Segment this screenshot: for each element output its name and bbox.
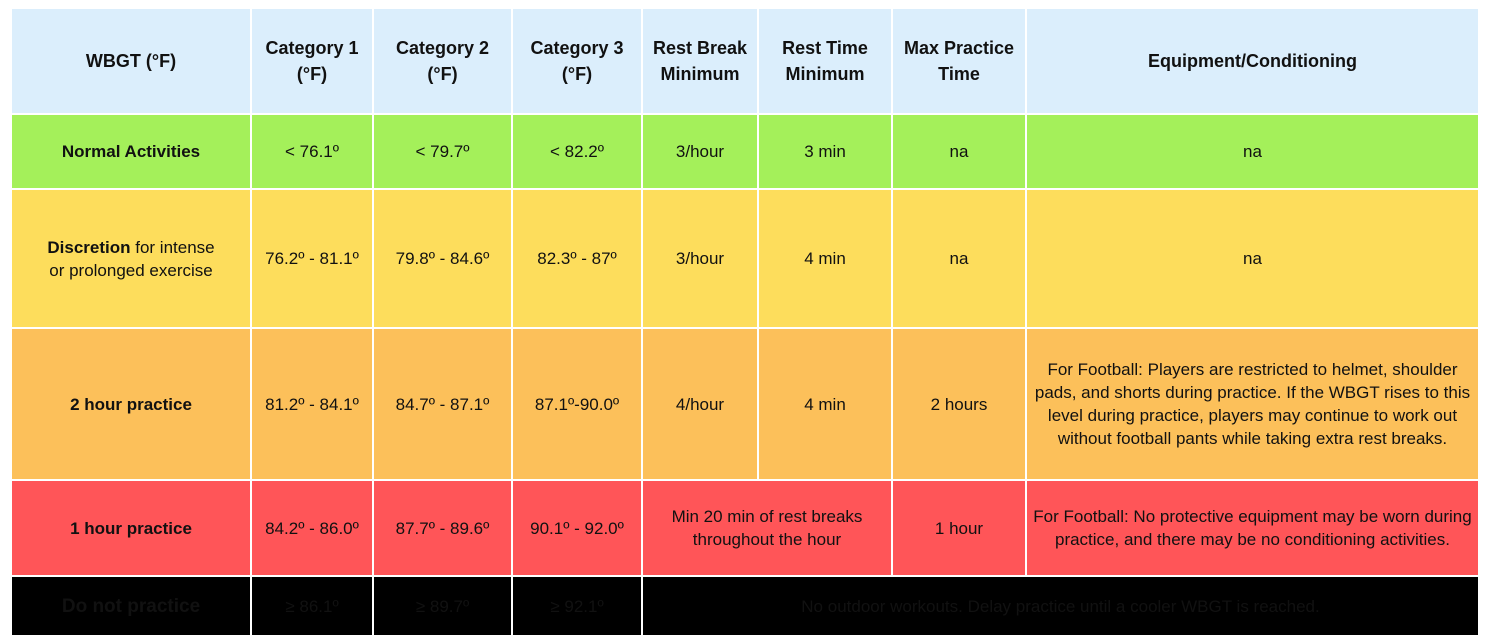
header-category-1: Category 1 (°F): [250, 7, 374, 115]
level-two-hour-practice: 2 hour practice: [10, 327, 252, 481]
header-equipment-conditioning: Equipment/Conditioning: [1025, 7, 1480, 115]
level-one-hour-practice: 1 hour practice: [10, 479, 252, 577]
header-rest-time-minimum: Rest Time Minimum: [757, 7, 893, 115]
cell-max-practice: 1 hour: [891, 479, 1027, 577]
row-two-hour-practice: 2 hour practice 81.2º - 84.1º 84.7º - 87…: [10, 327, 1480, 481]
rest-combined-line-1: Min 20 min of rest breaks: [671, 507, 863, 526]
level-discretion: Discretion for intense or prolonged exerc…: [10, 188, 252, 329]
cell-category-1: 76.2º - 81.1º: [250, 188, 374, 329]
cell-rest-break: 4/hour: [641, 327, 759, 481]
cell-rest-time: 3 min: [757, 113, 893, 190]
cell-category-2: < 79.7º: [372, 113, 513, 190]
header-wbgt: WBGT (°F): [10, 7, 252, 115]
rest-combined-line-2: throughout the hour: [692, 530, 842, 549]
cell-max-practice: 2 hours: [891, 327, 1027, 481]
level-discretion-bold: Discretion: [47, 237, 131, 257]
cell-max-practice: na: [891, 113, 1027, 190]
cell-category-1: 84.2º - 86.0º: [250, 479, 374, 577]
cell-category-2: 84.7º - 87.1º: [372, 327, 513, 481]
level-normal-activities: Normal Activities: [10, 113, 252, 190]
wbgt-guidelines-table: WBGT (°F) Category 1 (°F) Category 2 (°F) …: [10, 7, 1480, 637]
cell-rest-time: 4 min: [757, 327, 893, 481]
row-one-hour-practice: 1 hour practice 84.2º - 86.0º 87.7º - 89…: [10, 479, 1480, 577]
cell-equipment: na: [1025, 113, 1480, 190]
level-do-not-practice: Do not practice: [10, 575, 252, 637]
cell-category-3: 82.3º - 87º: [511, 188, 643, 329]
cell-equipment: na: [1025, 188, 1480, 329]
cell-equipment: For Football: No protective equipment ma…: [1025, 479, 1480, 577]
cell-category-2: ≥ 89.7º: [372, 575, 513, 637]
cell-category-2: 87.7º - 89.6º: [372, 479, 513, 577]
cell-rest-time: 4 min: [757, 188, 893, 329]
cell-category-2: 79.8º - 84.6º: [372, 188, 513, 329]
row-normal-activities: Normal Activities < 76.1º < 79.7º < 82.2…: [10, 113, 1480, 190]
cell-rest-break: 3/hour: [641, 113, 759, 190]
row-do-not-practice: Do not practice ≥ 86.1º ≥ 89.7º ≥ 92.1º …: [10, 575, 1480, 637]
cell-category-1: ≥ 86.1º: [250, 575, 374, 637]
header-category-3: Category 3 (°F): [511, 7, 643, 115]
level-discretion-rest-1: for intense: [130, 237, 215, 257]
header-max-practice-time: Max Practice Time: [891, 7, 1027, 115]
cell-no-outdoor-message: No outdoor workouts. Delay practice unti…: [641, 575, 1480, 637]
cell-max-practice: na: [891, 188, 1027, 329]
header-row: WBGT (°F) Category 1 (°F) Category 2 (°F) …: [10, 7, 1480, 115]
cell-category-3: ≥ 92.1º: [511, 575, 643, 637]
cell-equipment: For Football: Players are restricted to …: [1025, 327, 1480, 481]
header-rest-break-minimum: Rest Break Minimum: [641, 7, 759, 115]
cell-category-1: 81.2º - 84.1º: [250, 327, 374, 481]
cell-category-1: < 76.1º: [250, 113, 374, 190]
cell-category-3: 90.1º - 92.0º: [511, 479, 643, 577]
cell-rest-break: 3/hour: [641, 188, 759, 329]
level-discretion-rest-2: or prolonged exercise: [49, 260, 213, 280]
row-discretion: Discretion for intense or prolonged exerc…: [10, 188, 1480, 329]
cell-rest-combined: Min 20 min of rest breaks throughout the …: [641, 479, 893, 577]
cell-category-3: 87.1º-90.0º: [511, 327, 643, 481]
cell-category-3: < 82.2º: [511, 113, 643, 190]
header-category-2: Category 2 (°F): [372, 7, 513, 115]
